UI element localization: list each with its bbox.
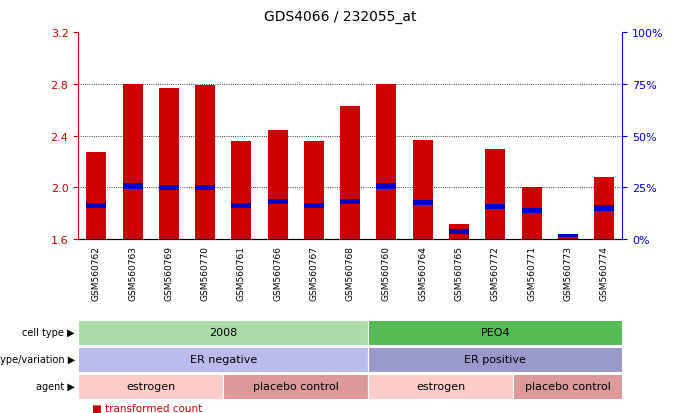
- Bar: [86, 153, 106, 240]
- Bar: [304, 142, 324, 240]
- Bar: [340, 199, 360, 205]
- Bar: [486, 205, 505, 210]
- Text: genotype/variation ▶: genotype/variation ▶: [0, 354, 75, 365]
- Text: estrogen: estrogen: [126, 381, 175, 392]
- Bar: [377, 184, 396, 189]
- Bar: [413, 201, 432, 206]
- Bar: [268, 199, 288, 205]
- Bar: [122, 184, 143, 189]
- Text: agent ▶: agent ▶: [36, 381, 75, 392]
- Text: PEO4: PEO4: [481, 328, 510, 338]
- Text: cell type ▶: cell type ▶: [22, 328, 75, 338]
- Bar: [268, 131, 288, 240]
- Bar: [449, 229, 469, 235]
- Bar: [340, 107, 360, 240]
- Bar: [449, 224, 469, 240]
- Text: placebo control: placebo control: [525, 381, 611, 392]
- Bar: [558, 236, 578, 240]
- Text: ER negative: ER negative: [190, 354, 257, 365]
- Bar: [195, 185, 215, 190]
- Bar: [522, 188, 541, 240]
- Bar: [486, 149, 505, 240]
- Bar: [159, 88, 179, 240]
- Bar: [413, 140, 432, 240]
- Text: estrogen: estrogen: [416, 381, 466, 392]
- Bar: [594, 178, 614, 240]
- Bar: [231, 142, 252, 240]
- Bar: [558, 235, 578, 237]
- Text: placebo control: placebo control: [253, 381, 339, 392]
- Bar: [195, 86, 215, 240]
- Text: ER positive: ER positive: [464, 354, 526, 365]
- Bar: [594, 206, 614, 211]
- Text: 2008: 2008: [209, 328, 237, 338]
- Text: ■ transformed count: ■ transformed count: [92, 403, 202, 413]
- Bar: [86, 204, 106, 209]
- Bar: [522, 209, 541, 214]
- Bar: [231, 204, 252, 209]
- Bar: [159, 185, 179, 190]
- Text: GDS4066 / 232055_at: GDS4066 / 232055_at: [264, 10, 416, 24]
- Bar: [377, 85, 396, 240]
- Bar: [304, 204, 324, 209]
- Bar: [122, 85, 143, 240]
